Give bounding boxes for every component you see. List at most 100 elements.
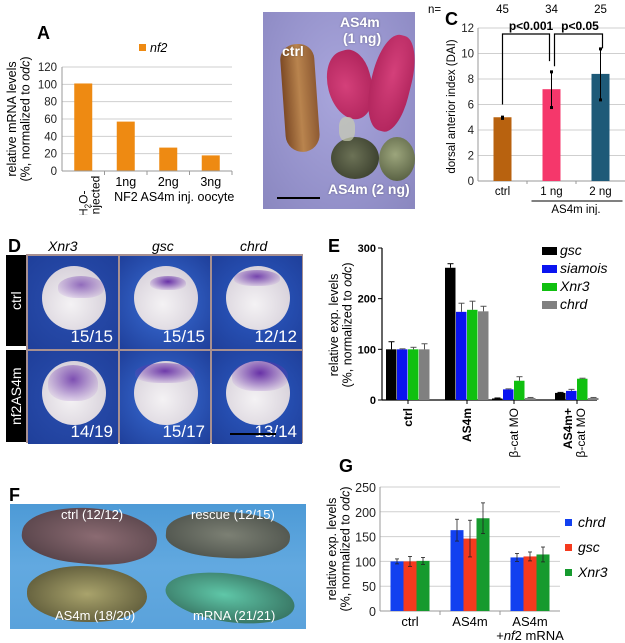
expression-stain [58,276,104,298]
label-as4m-1ng-dose: (1 ng) [343,30,382,46]
bar [492,398,503,400]
group-label: AS4m inj. [551,204,600,215]
bar [536,554,550,611]
n-value: 45 [496,4,509,16]
x-axis-label: NF2 AS4m inj. oocyte [114,190,234,204]
bar [467,309,478,400]
y-tick-label: 120 [38,62,57,74]
bar [159,147,178,171]
legend-label: nf2 [150,41,167,55]
expression-stain [234,270,280,286]
legend-label: chrd [578,514,606,530]
row-label-ctrl: ctrl [6,255,26,346]
y-tick-label: 200 [355,506,376,520]
y-tick-label: 20 [44,149,57,161]
legend-label: Xnr3 [577,564,608,580]
bar [408,349,419,400]
embryo-grid-d: 15/15 15/15 12/12 14/19 15/17 13/14 [26,254,303,444]
expression-stain [135,363,195,383]
embryo-photo-b [263,12,415,209]
y-tick-label: 4 [468,125,475,137]
embryo-count: 14/19 [70,422,113,441]
p-value-label: p<0.05 [561,19,599,33]
y-axis-label-line2: (%, normalized to odc) [19,56,33,181]
y-tick-label: 150 [355,531,376,545]
legend-swatch [565,544,572,551]
legend-label: Xnr3 [559,278,590,294]
error-cap [550,70,553,74]
panel-e-label: E [328,236,341,256]
embryo-count: 15/15 [70,327,113,346]
embryo-count: 15/15 [162,327,205,346]
error-cap [501,116,504,120]
ctrl-embryo [279,42,321,154]
y-axis-label: dorsal anterior index (DAI) [446,39,458,173]
col-label-gsc: gsc [152,238,174,254]
bar [445,267,456,400]
legend-label: chrd [560,296,588,312]
embryo-cell: 15/15 [120,256,210,349]
y-tick-label: 50 [362,580,376,594]
y-tick-label: 0 [369,605,376,619]
y-tick-label: 12 [461,23,474,35]
scale-bar [277,197,320,199]
bar [577,378,588,400]
y-axis-label-line2: (%, normalized to odc) [341,262,355,387]
x-tick-label: ctrl [495,186,510,198]
x-tick-label: H2O- [76,191,92,215]
legend-label: gsc [560,242,582,258]
y-tick-label: 200 [358,294,376,306]
y-tick-label: 250 [355,481,376,495]
sig-bracket [501,33,551,105]
label-f-rescue: rescue (12/15) [191,507,275,522]
x-tick-label: ctrl [401,614,418,629]
bar [201,155,220,171]
x-tick-label: 1 ng [540,186,562,198]
bar [456,311,467,400]
x-tick-label: injected [88,176,102,215]
label-f-as4m: AS4m (18/20) [55,608,136,623]
x-tick-label: 2ng [158,175,179,189]
bar [390,561,404,611]
n-value: 34 [545,4,558,16]
embryo-cell: 14/19 [28,351,118,444]
n-prefix: n= [428,4,441,16]
embryo-cell: 13/14 [212,351,302,444]
legend-label: siamois [560,260,607,276]
bar [116,121,135,171]
bar [386,349,397,400]
panel-d-label: D [8,236,21,256]
y-tick-label: 8 [468,74,474,86]
label-as4m-1ng: AS4m [340,14,380,30]
legend-swatch [565,569,572,576]
y-tick-label: 300 [358,243,376,255]
as4m-tadpole [27,566,147,622]
bar [463,538,477,611]
error-cap [599,98,602,102]
as4m-2ng-embryo-1 [331,137,379,179]
chart-c: 0 2 4 6 8 10 12 n= ctrl 45 1 ng 34 2 ng 25 AS4m inj. p<… [428,4,625,215]
y-tick-label: 10 [461,49,474,61]
label-ctrl: ctrl [282,43,304,59]
legend-label: gsc [578,539,600,555]
legend-swatch [542,301,557,309]
panel-g-label: G [339,456,354,476]
y-axis-label-line2: (%, normalized to odc) [339,486,353,611]
bar [591,73,610,181]
embryo-cell: 15/17 [120,351,210,444]
legend-swatch [542,247,557,255]
as4m-2ng-embryo-2 [379,137,415,181]
bar [514,380,525,400]
bar [542,89,561,181]
expression-stain [150,276,186,290]
bar [74,83,93,171]
sig-bracket [553,33,604,67]
x-tick-label: 2 ng [589,186,611,198]
y-axis-label-line1: relative mRNA levels [5,61,19,176]
bar [397,349,408,400]
legend-swatch [542,265,557,273]
bar [503,389,514,400]
bar [476,518,490,611]
embryo-cell: 15/15 [28,256,118,349]
